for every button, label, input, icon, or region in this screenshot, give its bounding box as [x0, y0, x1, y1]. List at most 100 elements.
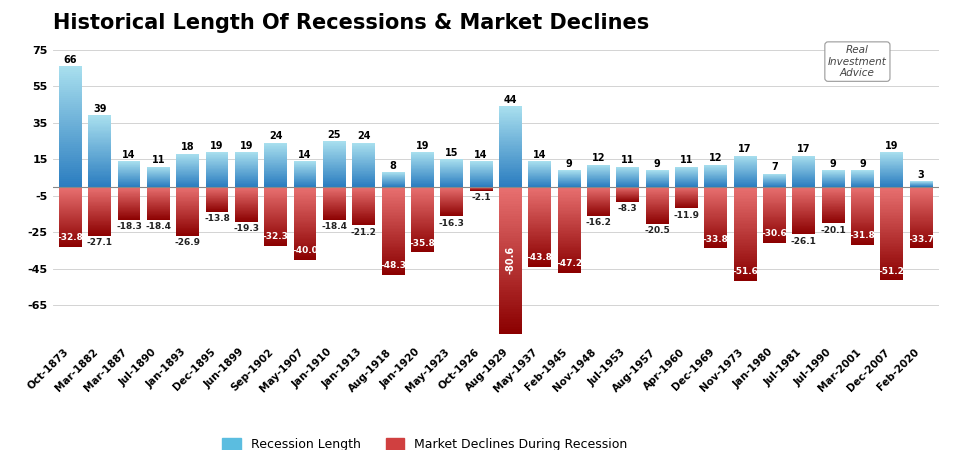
- Bar: [353, 207, 376, 208]
- Bar: [381, 244, 404, 246]
- Bar: [176, 176, 199, 177]
- Bar: [235, 197, 258, 198]
- Bar: [176, 228, 199, 229]
- Bar: [851, 196, 874, 198]
- Bar: [235, 214, 258, 215]
- Bar: [118, 197, 141, 198]
- Bar: [499, 172, 522, 173]
- Bar: [764, 212, 786, 213]
- Bar: [704, 203, 727, 204]
- Bar: [910, 214, 933, 216]
- Bar: [851, 190, 874, 192]
- Bar: [558, 250, 581, 252]
- Bar: [499, 168, 522, 169]
- Bar: [441, 187, 464, 188]
- Bar: [587, 201, 610, 202]
- Bar: [441, 172, 464, 173]
- Bar: [880, 208, 903, 210]
- Bar: [910, 208, 933, 209]
- Bar: [206, 184, 228, 185]
- Bar: [58, 82, 81, 84]
- Bar: [176, 220, 199, 221]
- Bar: [323, 161, 346, 162]
- Bar: [734, 264, 757, 265]
- Bar: [910, 195, 933, 196]
- Bar: [734, 174, 757, 175]
- Bar: [176, 227, 199, 228]
- Bar: [558, 217, 581, 218]
- Bar: [58, 124, 81, 126]
- Bar: [558, 248, 581, 250]
- Text: -13.8: -13.8: [204, 214, 230, 223]
- Bar: [792, 168, 815, 169]
- Bar: [499, 273, 522, 275]
- Bar: [264, 223, 287, 224]
- Bar: [353, 145, 376, 146]
- Bar: [235, 173, 258, 174]
- Bar: [499, 263, 522, 265]
- Bar: [58, 191, 81, 192]
- Bar: [411, 203, 434, 204]
- Bar: [88, 224, 111, 225]
- Bar: [764, 205, 786, 206]
- Bar: [353, 153, 376, 154]
- Bar: [293, 225, 316, 227]
- Bar: [792, 208, 815, 209]
- Bar: [558, 211, 581, 212]
- Bar: [764, 199, 786, 200]
- Bar: [764, 236, 786, 237]
- Bar: [499, 238, 522, 241]
- Bar: [235, 213, 258, 214]
- Bar: [851, 231, 874, 232]
- Bar: [646, 199, 669, 200]
- Bar: [381, 212, 404, 213]
- Bar: [88, 225, 111, 226]
- Bar: [58, 102, 81, 104]
- Bar: [528, 240, 551, 241]
- Bar: [235, 206, 258, 207]
- Bar: [58, 76, 81, 78]
- Bar: [176, 202, 199, 203]
- Bar: [499, 180, 522, 181]
- Bar: [558, 220, 581, 221]
- Bar: [411, 165, 434, 166]
- Bar: [822, 217, 845, 218]
- Bar: [206, 158, 228, 159]
- Bar: [528, 237, 551, 238]
- Bar: [851, 198, 874, 199]
- Bar: [353, 157, 376, 158]
- Bar: [206, 182, 228, 183]
- Text: 14: 14: [533, 150, 546, 160]
- Bar: [764, 239, 786, 240]
- Bar: [235, 211, 258, 212]
- Bar: [88, 176, 111, 177]
- Bar: [880, 158, 903, 159]
- Bar: [58, 108, 81, 110]
- Bar: [235, 156, 258, 157]
- Text: 11: 11: [621, 155, 634, 165]
- Bar: [646, 200, 669, 201]
- Bar: [88, 162, 111, 163]
- Bar: [381, 257, 404, 259]
- Bar: [822, 205, 845, 206]
- Bar: [764, 215, 786, 216]
- Bar: [411, 188, 434, 189]
- Bar: [441, 173, 464, 174]
- Bar: [88, 234, 111, 235]
- Bar: [206, 170, 228, 171]
- Bar: [441, 178, 464, 179]
- Bar: [293, 242, 316, 243]
- Bar: [381, 240, 404, 241]
- Bar: [441, 200, 464, 201]
- Bar: [880, 220, 903, 221]
- Bar: [118, 201, 141, 202]
- Bar: [764, 197, 786, 198]
- Bar: [851, 207, 874, 208]
- Bar: [499, 322, 522, 324]
- Bar: [411, 247, 434, 248]
- Bar: [822, 222, 845, 223]
- Bar: [353, 146, 376, 147]
- Bar: [88, 232, 111, 233]
- Bar: [88, 152, 111, 153]
- Bar: [880, 275, 903, 277]
